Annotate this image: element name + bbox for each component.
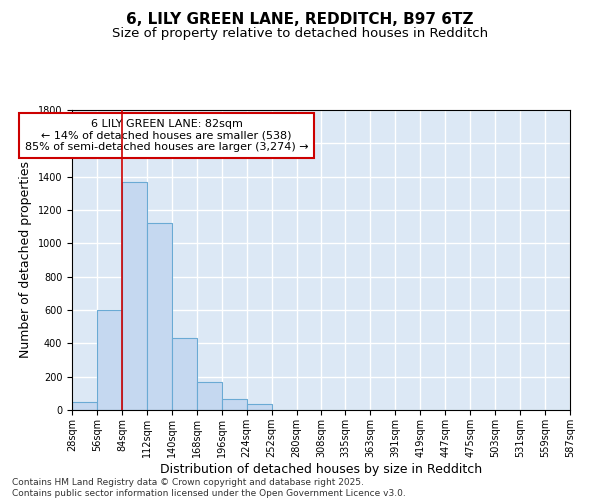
Bar xyxy=(197,382,221,410)
Bar xyxy=(97,310,122,410)
Bar xyxy=(147,224,172,410)
Text: Contains HM Land Registry data © Crown copyright and database right 2025.
Contai: Contains HM Land Registry data © Crown c… xyxy=(12,478,406,498)
Bar xyxy=(72,402,97,410)
Text: 6, LILY GREEN LANE, REDDITCH, B97 6TZ: 6, LILY GREEN LANE, REDDITCH, B97 6TZ xyxy=(126,12,474,28)
Text: Size of property relative to detached houses in Redditch: Size of property relative to detached ho… xyxy=(112,28,488,40)
Y-axis label: Number of detached properties: Number of detached properties xyxy=(19,162,32,358)
Bar xyxy=(221,399,247,410)
Text: 6 LILY GREEN LANE: 82sqm
← 14% of detached houses are smaller (538)
85% of semi-: 6 LILY GREEN LANE: 82sqm ← 14% of detach… xyxy=(25,119,308,152)
Bar xyxy=(172,338,197,410)
Bar xyxy=(247,404,272,410)
X-axis label: Distribution of detached houses by size in Redditch: Distribution of detached houses by size … xyxy=(160,462,482,475)
Bar xyxy=(122,182,147,410)
